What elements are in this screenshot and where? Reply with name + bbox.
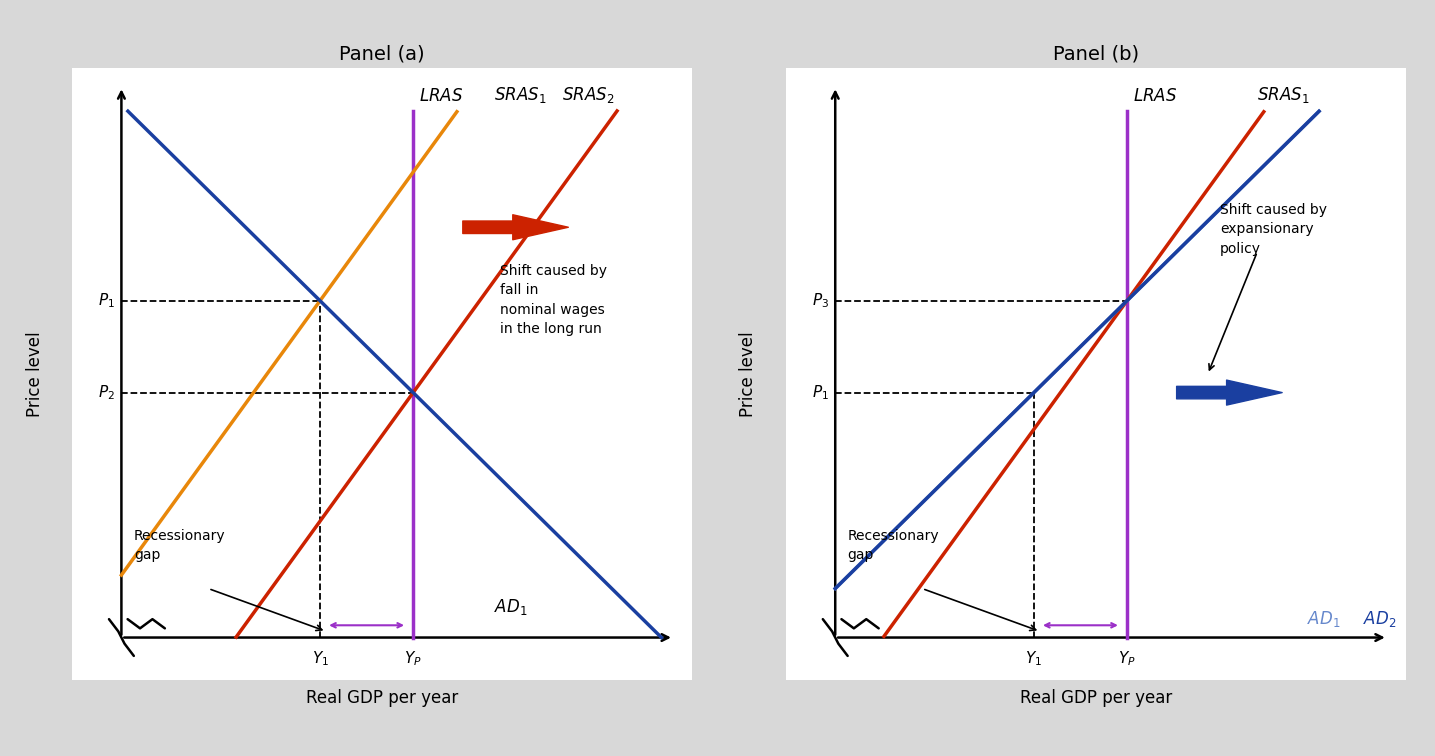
Text: $Y_1$: $Y_1$ [1026, 650, 1042, 668]
Text: Recessionary
gap: Recessionary gap [848, 529, 940, 562]
Text: $AD_1$: $AD_1$ [494, 597, 527, 617]
Text: $LRAS$: $LRAS$ [419, 87, 464, 105]
Text: $Y_1$: $Y_1$ [311, 650, 329, 668]
Text: $P_2$: $P_2$ [99, 383, 115, 402]
Text: $LRAS$: $LRAS$ [1134, 87, 1177, 105]
Text: Shift caused by
fall in
nominal wages
in the long run: Shift caused by fall in nominal wages in… [499, 264, 607, 336]
Text: $SRAS_1$: $SRAS_1$ [494, 85, 547, 105]
Text: $P_3$: $P_3$ [812, 291, 829, 310]
Title: Panel (b): Panel (b) [1053, 45, 1139, 64]
X-axis label: Real GDP per year: Real GDP per year [306, 689, 458, 707]
Text: $AD_1$: $AD_1$ [1307, 609, 1340, 629]
Text: $Y_P$: $Y_P$ [405, 650, 422, 668]
Text: Price level: Price level [26, 331, 43, 417]
Text: Price level: Price level [739, 331, 758, 417]
Text: $P_1$: $P_1$ [98, 291, 115, 310]
Text: $P_1$: $P_1$ [812, 383, 829, 402]
Text: Shift caused by
expansionary
policy: Shift caused by expansionary policy [1220, 203, 1327, 256]
Text: $SRAS_1$: $SRAS_1$ [1257, 85, 1310, 105]
Text: $SRAS_2$: $SRAS_2$ [563, 85, 614, 105]
X-axis label: Real GDP per year: Real GDP per year [1020, 689, 1172, 707]
Text: $AD_2$: $AD_2$ [1363, 609, 1396, 629]
Title: Panel (a): Panel (a) [339, 45, 425, 64]
Text: Recessionary
gap: Recessionary gap [133, 529, 225, 562]
Text: $Y_P$: $Y_P$ [1118, 650, 1137, 668]
